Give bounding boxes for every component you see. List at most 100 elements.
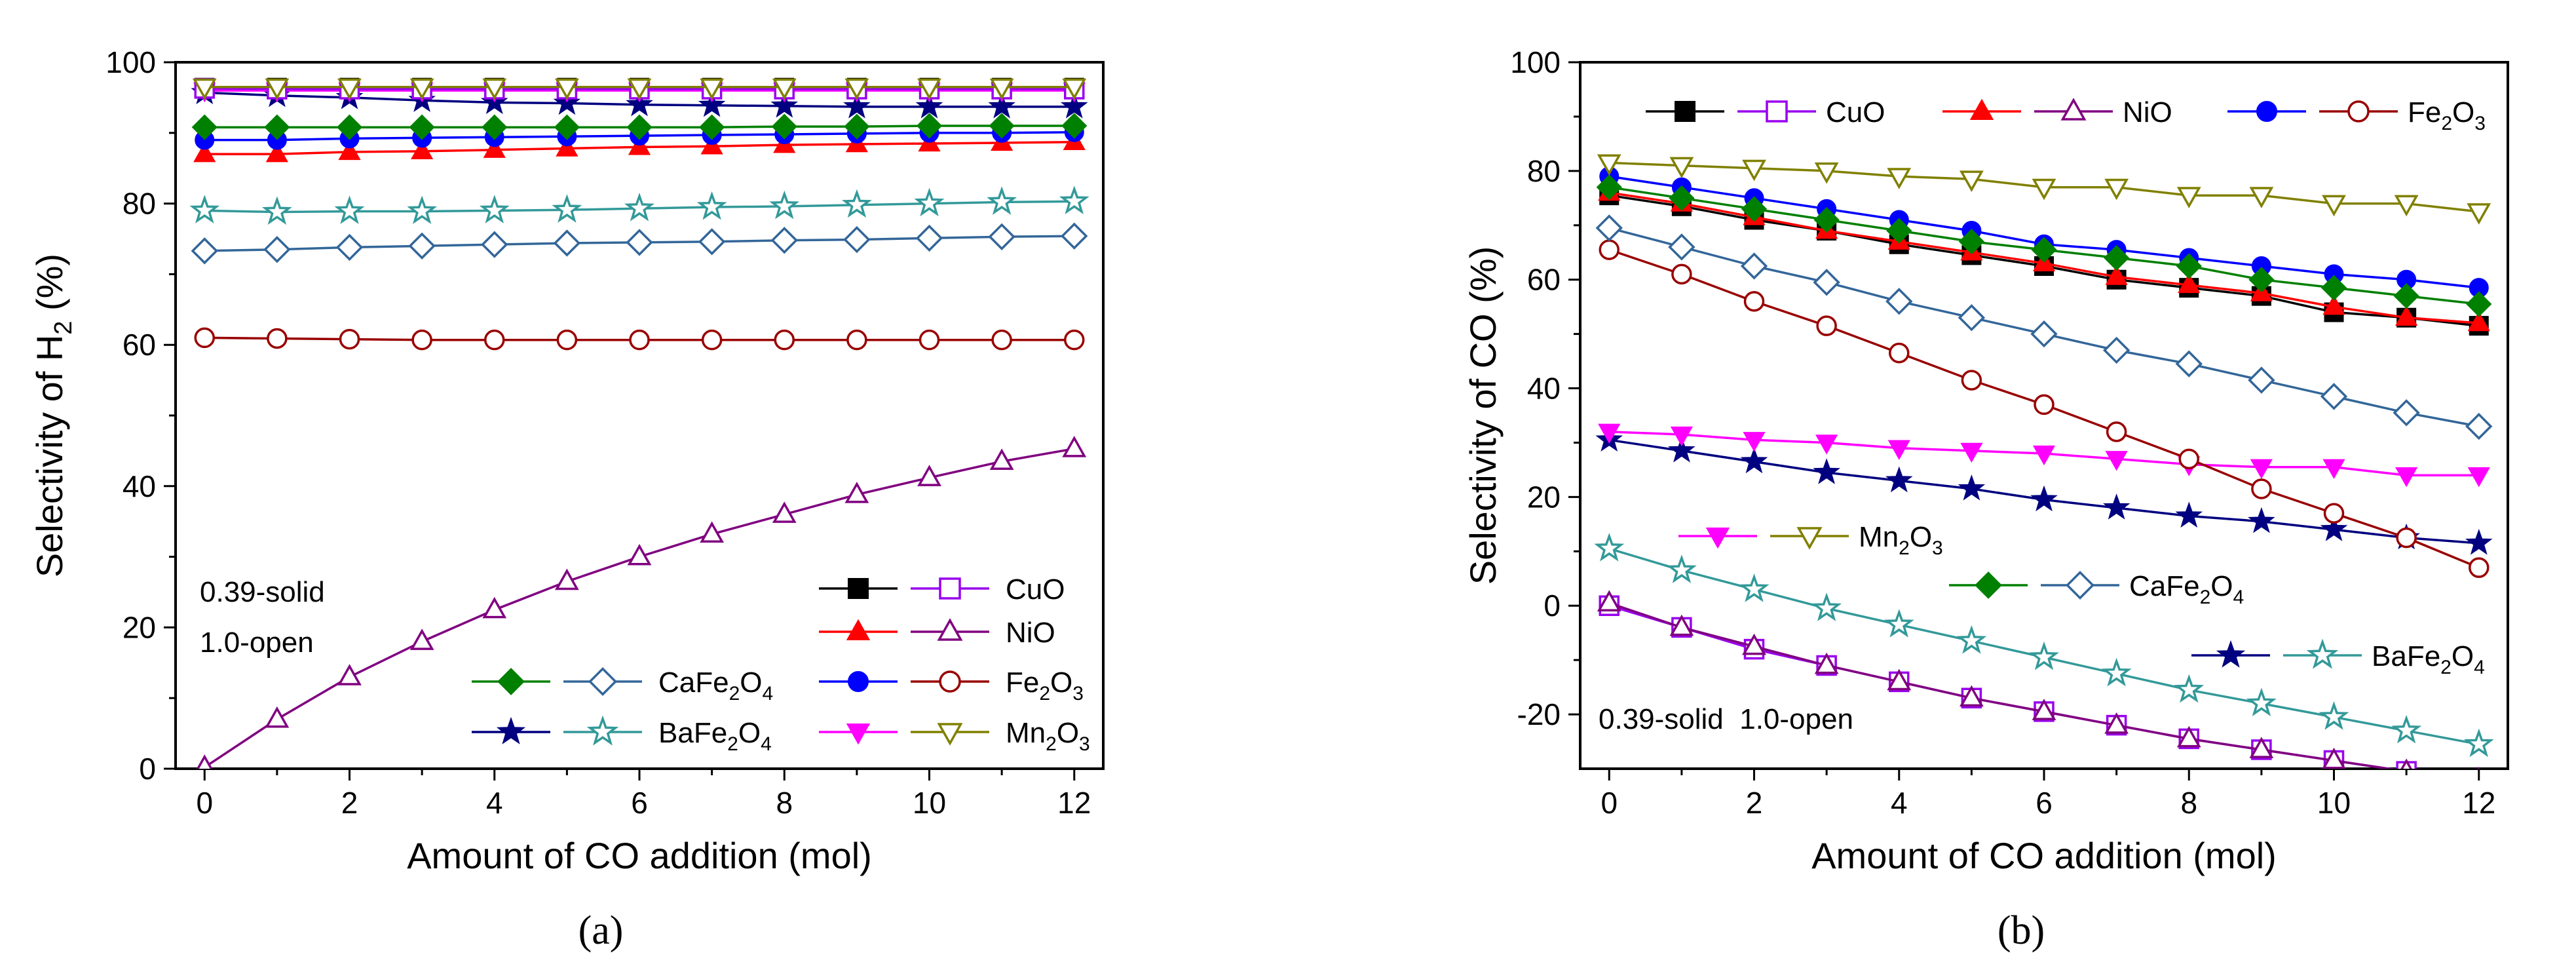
data-point-CaFe2O4-open [191,237,218,265]
data-point-Mn2O3-solid [2395,467,2418,488]
data-point-Fe2O3-open [991,329,1012,351]
data-point-BaFe2O4-open [552,194,582,223]
data-point-Fe2O3-open [556,329,578,351]
data-point-CaFe2O4-solid [1741,196,1768,222]
data-point-CaFe2O4-solid [844,113,870,140]
data-point-Fe2O3-open [1743,291,1765,312]
data-point-Mn2O3-open [1742,159,1766,182]
legend-label-NiO: NiO [1006,617,1055,649]
data-point-NiO-solid [411,139,434,160]
data-point-NiO-open [482,596,507,619]
series-line-NiO-open [1608,602,2396,769]
data-point-CaFe2O4-open [1885,288,1913,315]
data-point-BaFe2O4-solid [698,90,726,117]
data-point-BaFe2O4-solid [2465,529,2493,555]
data-point-Mn2O3-open [2176,187,2201,208]
legend-label-CaFe2O4: CaFe2O4 [2129,570,2244,608]
x-axis-label-a: Amount of CO addition (mol) [407,835,872,876]
data-point-CaFe2O4-open [2465,412,2493,440]
data-point-CaFe2O4-open [2248,366,2275,394]
data-point-Fe2O3-open [1599,239,1619,260]
data-point-Fe2O3-open [2251,478,2272,499]
legend-label-CuO: CuO [1826,96,1885,128]
series-line-CuO-open [1608,604,2396,769]
data-point-NiO-open [1814,652,1839,674]
data-point-Mn2O3-open [482,78,507,100]
data-point-BaFe2O4-open [1811,592,1842,621]
data-point-Fe2O3-open [339,328,360,350]
data-point-NiO-open [2249,737,2274,758]
y-axis-label-a: Selectivity of H2 (%) [29,254,77,577]
data-point-BaFe2O4-open [2246,687,2277,717]
data-point-Mn2O3-solid [1815,434,1838,455]
data-point-Fe2O3-open [701,329,723,351]
legend-marker-Fe2O3-solid [848,671,869,692]
x-tick-label-a: 0 [196,786,213,820]
legend-marker-Mn2O3-open [1796,527,1823,550]
data-point-CaFe2O4-open [2320,383,2348,410]
data-point-Mn2O3-open [989,78,1014,100]
x-tick-label-b: 12 [2462,786,2495,820]
y-tick-label-b: 40 [1527,372,1561,406]
legend-marker-CaFe2O4-solid [1975,571,2002,599]
data-point-CaFe2O4-solid [1061,113,1088,139]
y-tick-label-a: 100 [105,45,156,79]
y-tick-label-a: 0 [139,752,156,786]
data-point-Fe2O3-open [1961,370,1982,391]
data-point-Fe2O3-open [2323,503,2345,524]
legend-marker-CaFe2O4-solid [497,668,525,695]
data-point-Mn2O3-solid [1960,442,1983,463]
data-point-Mn2O3-open [337,78,362,100]
data-point-Fe2O3-open [411,329,432,351]
data-point-Fe2O3-open [846,329,867,351]
legend-marker-Fe2O3-open [939,670,961,693]
legend-marker-CuO-open [1766,100,1788,123]
annotation-b: 0.39-solid 1.0-open [1599,703,1853,735]
legend-marker-NiO-open [937,618,963,641]
data-point-NiO-open [989,448,1014,471]
data-point-Mn2O3-open [772,78,797,100]
y-tick-label-b: -20 [1517,697,1561,731]
data-point-BaFe2O4-solid [843,92,871,119]
legend-marker-Fe2O3-solid [2256,101,2277,122]
data-point-CaFe2O4-open [481,231,508,258]
data-point-CaFe2O4-solid [1669,185,1695,211]
data-point-CaFe2O4-open [335,233,364,261]
data-point-BaFe2O4-open [334,195,365,224]
data-point-Mn2O3-open [554,78,579,100]
data-point-BaFe2O4-open [841,189,872,218]
data-point-BaFe2O4-open [479,195,510,223]
data-point-NiO-open [337,664,362,685]
legend-marker-BaFe2O4-open [2306,638,2339,669]
data-point-CaFe2O4-solid [2466,291,2492,317]
data-point-CaFe2O4-open [2102,336,2131,364]
data-point-Mn2O3-solid [2467,467,2490,488]
data-point-CaFe2O4-solid [1596,174,1622,201]
data-point-NiO-open [554,568,579,590]
data-point-NiO-open [1597,590,1621,612]
data-point-BaFe2O4-open [914,187,945,217]
data-point-Fe2O3-open [629,329,650,351]
data-point-NiO-solid [2322,295,2345,315]
x-tick-label-a: 8 [776,786,793,820]
data-point-NiO-open [2400,758,2412,769]
legend-marker-Mn2O3-open [937,723,963,746]
legend-label-Mn2O3: Mn2O3 [1859,521,1943,559]
data-point-CaFe2O4-open [770,226,798,254]
data-point-Mn2O3-solid [2322,459,2345,479]
data-point-Mn2O3-open [1959,170,1984,192]
data-point-BaFe2O4-solid [1813,458,1840,484]
y-tick-label-a: 60 [123,328,156,362]
data-point-CaFe2O4-solid [554,114,580,140]
data-point-Fe2O3-open [1064,329,1085,351]
data-point-BaFe2O4-open [1594,533,1625,562]
data-point-CaFe2O4-open [988,223,1015,250]
data-point-Mn2O3-solid [2032,445,2056,466]
data-point-CaFe2O4-solid [916,113,943,139]
data-point-BaFe2O4-open [1884,609,1914,638]
x-axis-label-b: Amount of CO addition (mol) [1811,835,2277,876]
data-point-Fe2O3-open [2178,448,2199,470]
data-point-Mn2O3-solid [2250,459,2273,479]
data-point-Mn2O3-open [1597,154,1621,176]
x-tick-label-b: 4 [1891,786,1908,820]
